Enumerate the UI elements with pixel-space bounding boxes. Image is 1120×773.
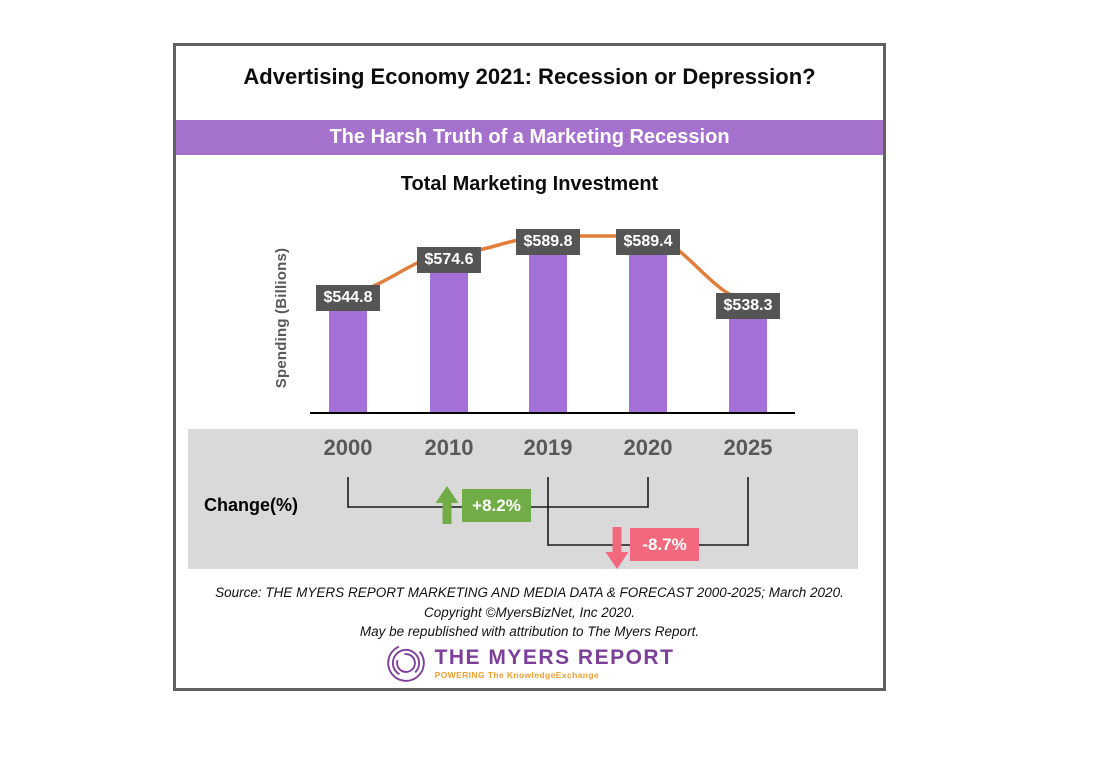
bar-value-label: $589.4	[616, 229, 680, 255]
change-positive-badge: +8.2%	[462, 489, 531, 522]
x-tick-2019: 2019	[523, 435, 573, 460]
bar-2000	[329, 311, 367, 413]
source-note: Source: THE MYERS REPORT MARKETING AND M…	[173, 583, 886, 642]
banner-strip: The Harsh Truth of a Marketing Recession	[176, 120, 883, 155]
bar-2025	[729, 319, 767, 413]
x-tick-2020: 2020	[623, 435, 673, 460]
x-tick-2025: 2025	[723, 435, 773, 460]
page-title: Advertising Economy 2021: Recession or D…	[243, 64, 816, 89]
source-line-3: May be republished with attribution to T…	[359, 624, 700, 639]
logo-wordmark: THE MYERS REPORT	[434, 645, 675, 669]
bar-value-label: $538.3	[716, 293, 780, 319]
bar-value-label: $544.8	[316, 285, 380, 311]
up-arrow-icon	[435, 486, 459, 524]
x-tick-2000: 2000	[323, 435, 373, 460]
change-axis-label: Change(%)	[204, 495, 298, 515]
bar-value-label: $574.6	[417, 247, 481, 273]
bar-value-labels: $544.8 $574.6 $589.8 $589.4 $538.3	[173, 43, 886, 691]
x-tick-2010: 2010	[424, 435, 474, 460]
chart-title: Total Marketing Investment	[400, 173, 659, 195]
bar-value-label: $589.8	[516, 229, 580, 255]
down-arrow-icon	[605, 527, 629, 569]
infographic-card: Advertising Economy 2021: Recession or D…	[173, 43, 886, 691]
change-negative-badge: -8.7%	[630, 528, 699, 561]
change-panel: 2000 2010 2019 2020 2025 Change(%) +8.2% -8.…	[188, 429, 858, 569]
source-line-1: Source: THE MYERS REPORT MARKETING AND M…	[215, 585, 844, 600]
source-line-2: Copyright ©MyersBizNet, Inc 2020.	[423, 604, 636, 620]
logo-tagline: POWERING The KnowledgeExchange	[434, 669, 600, 680]
myers-report-logo: THE MYERS REPORT POWERING The KnowledgeE…	[173, 642, 886, 684]
spiral-logo-icon	[386, 644, 425, 682]
